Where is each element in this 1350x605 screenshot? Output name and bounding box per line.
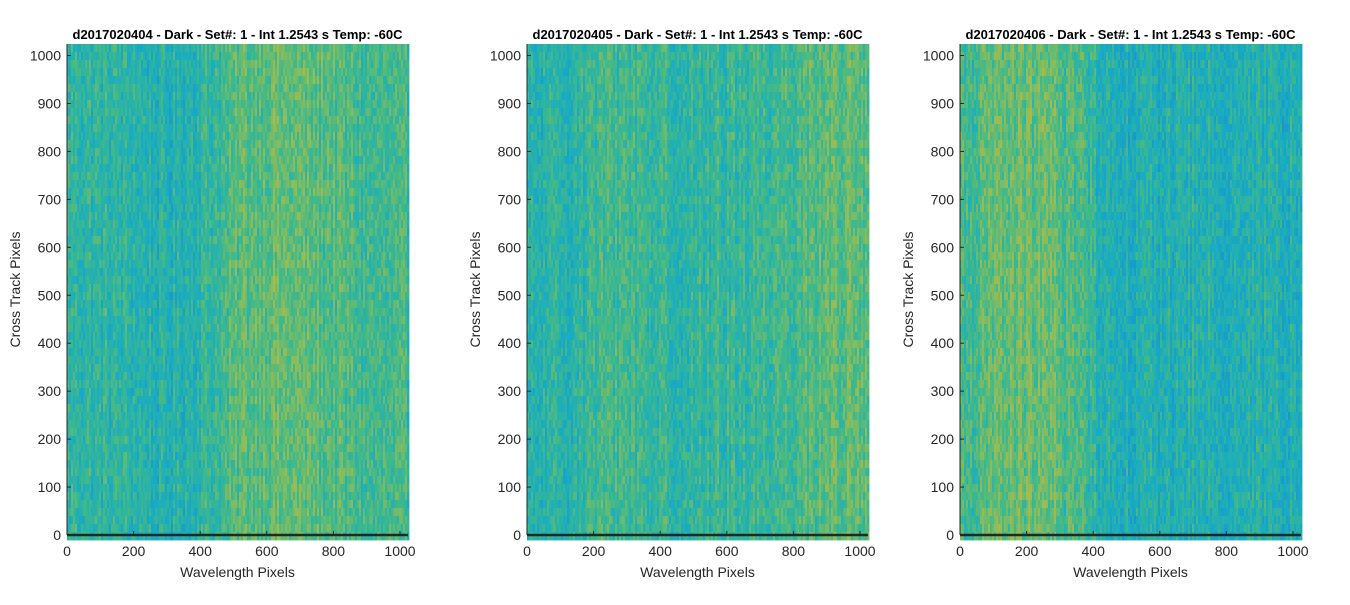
y-tick-label: 1000: [923, 48, 954, 64]
x-axis-label: Wavelength Pixels: [640, 564, 755, 580]
y-tick-label: 700: [38, 191, 62, 207]
y-axis-label: Cross Track Pixels: [7, 232, 23, 348]
y-tick-label: 600: [38, 239, 62, 255]
y-tick-label: 500: [498, 287, 522, 303]
x-tick-label: 400: [1082, 543, 1106, 559]
heatmap-image: [960, 44, 1302, 540]
y-tick-label: 200: [498, 431, 522, 447]
y-axis-label: Cross Track Pixels: [467, 232, 483, 348]
y-tick-label: 200: [38, 431, 62, 447]
y-tick-label: 400: [498, 335, 522, 351]
y-tick-label: 500: [931, 287, 955, 303]
x-tick-label: 800: [1215, 543, 1239, 559]
y-axis-label: Cross Track Pixels: [900, 232, 916, 348]
x-tick-label: 1000: [844, 543, 875, 559]
y-tick-label: 400: [38, 335, 62, 351]
heatmap-image: [527, 44, 869, 540]
x-tick-label: 600: [255, 543, 279, 559]
y-tick-label: 600: [498, 239, 522, 255]
y-tick-label: 800: [38, 143, 62, 159]
y-tick-label: 700: [931, 191, 955, 207]
y-tick-label: 400: [931, 335, 955, 351]
y-tick-label: 100: [931, 479, 955, 495]
y-tick-label: 300: [498, 383, 522, 399]
chart-panel-3: 0 200 400 600 800 1000 0 100 200 300 400 500 600 700 8…: [900, 27, 1309, 580]
chart-panel-1: 0 200 400 600 800 1000 0 100 200 300 400 500 600 700 8…: [7, 27, 416, 580]
x-tick-label: 600: [1148, 543, 1172, 559]
y-tick-label: 0: [53, 527, 61, 543]
y-tick-label: 800: [498, 143, 522, 159]
y-tick-label: 700: [498, 191, 522, 207]
y-tick-label: 900: [931, 95, 955, 111]
y-tick-label: 200: [931, 431, 955, 447]
chart-title: d2017020405 - Dark - Set#: 1 - Int 1.254…: [533, 27, 864, 42]
y-tick-label: 600: [931, 239, 955, 255]
x-tick-label: 0: [63, 543, 71, 559]
y-tick-label: 900: [498, 95, 522, 111]
x-axis-label: Wavelength Pixels: [1073, 564, 1188, 580]
x-tick-label: 0: [956, 543, 964, 559]
y-tick-label: 100: [498, 479, 522, 495]
y-tick-label: 0: [513, 527, 521, 543]
y-tick-label: 800: [931, 143, 955, 159]
y-tick-label: 0: [946, 527, 954, 543]
x-tick-label: 600: [715, 543, 739, 559]
heatmap-image: [67, 44, 409, 540]
x-tick-label: 800: [782, 543, 806, 559]
x-tick-label: 400: [189, 543, 213, 559]
y-tick-label: 1000: [490, 48, 521, 64]
chart-title: d2017020406 - Dark - Set#: 1 - Int 1.254…: [966, 27, 1297, 42]
y-tick-label: 100: [38, 479, 62, 495]
y-tick-label: 500: [38, 287, 62, 303]
chart-panel-2: 0 200 400 600 800 1000 0 100 200 300 400 500 600 700 8…: [467, 27, 876, 580]
x-tick-label: 200: [582, 543, 606, 559]
x-tick-label: 0: [523, 543, 531, 559]
x-tick-label: 400: [649, 543, 673, 559]
x-tick-label: 800: [322, 543, 346, 559]
y-tick-label: 900: [38, 95, 62, 111]
y-tick-label: 1000: [30, 48, 61, 64]
chart-title: d2017020404 - Dark - Set#: 1 - Int 1.254…: [73, 27, 404, 42]
x-tick-label: 200: [122, 543, 146, 559]
y-tick-label: 300: [38, 383, 62, 399]
x-tick-label: 200: [1015, 543, 1039, 559]
x-axis-label: Wavelength Pixels: [180, 564, 295, 580]
y-tick-label: 300: [931, 383, 955, 399]
x-tick-label: 1000: [1277, 543, 1308, 559]
x-tick-label: 1000: [384, 543, 415, 559]
